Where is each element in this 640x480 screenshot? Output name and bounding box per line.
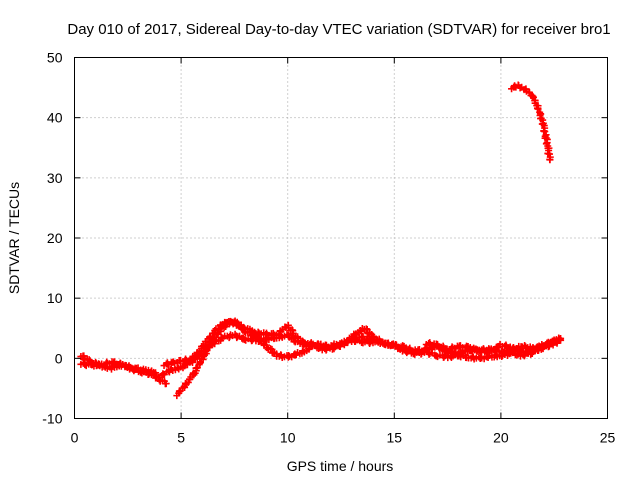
x-axis-label: GPS time / hours	[287, 458, 394, 474]
y-tick-label: 40	[47, 110, 63, 126]
data-point	[152, 369, 160, 377]
y-tick-label: 50	[47, 50, 63, 66]
data-point	[550, 337, 558, 345]
x-tick-label: 15	[387, 430, 403, 446]
data-point	[546, 156, 554, 164]
x-tick-label: 10	[280, 430, 296, 446]
series-track-h	[508, 81, 554, 164]
data-points	[77, 81, 565, 400]
y-tick-label: 0	[55, 350, 63, 366]
x-tick-label: 20	[493, 430, 509, 446]
x-tick-label: 25	[600, 430, 616, 446]
grid-lines	[74, 57, 608, 419]
axis-ticks: 0 5 10 15 20 25 -10 0 10 20 30 40 50	[42, 50, 615, 446]
series-track-e	[173, 318, 565, 400]
data-point	[557, 334, 565, 342]
y-axis-label: SDTVAR / TECUs	[6, 182, 22, 294]
x-tick-label: 0	[71, 430, 79, 446]
series-track-g	[422, 337, 558, 357]
data-point	[162, 380, 170, 388]
x-tick-label: 5	[177, 430, 185, 446]
series-track-b	[77, 358, 160, 377]
y-tick-label: 30	[47, 170, 63, 186]
chart-title: Day 010 of 2017, Sidereal Day-to-day VTE…	[67, 21, 610, 38]
data-point	[538, 340, 546, 348]
y-tick-label: 20	[47, 230, 63, 246]
plot-frame	[74, 57, 608, 419]
y-tick-label: 10	[47, 290, 63, 306]
y-tick-label: -10	[42, 411, 62, 427]
